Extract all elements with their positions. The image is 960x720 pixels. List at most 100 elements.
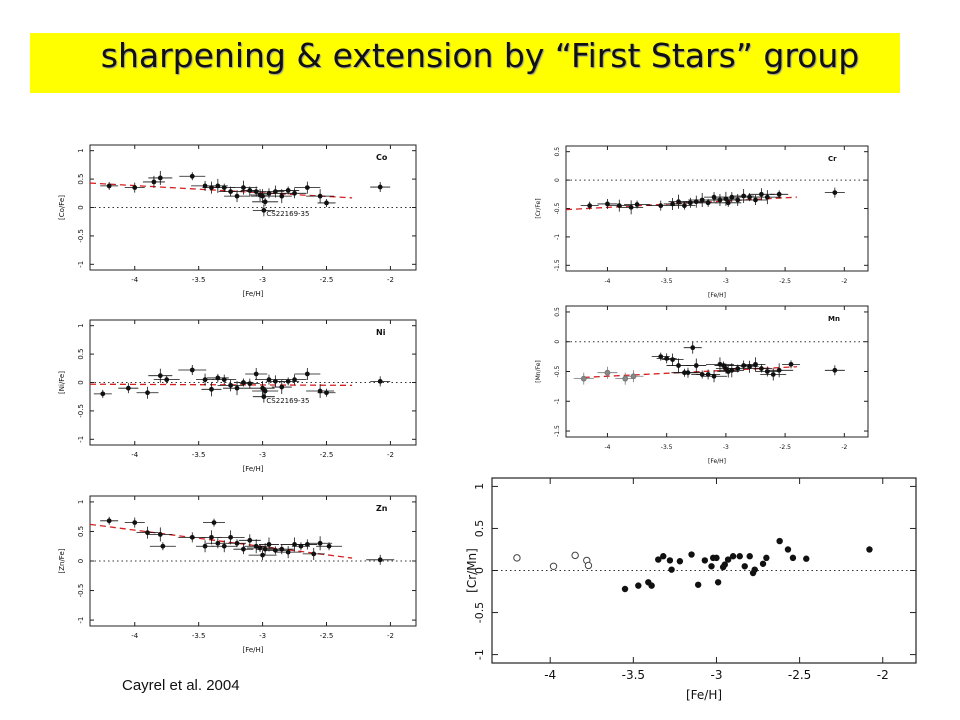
data-point: [729, 194, 735, 200]
y-tick-label: 0.5: [77, 526, 85, 537]
data-point: [634, 202, 640, 207]
data-point: [660, 553, 667, 560]
data-point: [215, 183, 221, 189]
y-tick-label: -1: [77, 617, 85, 624]
data-point: [713, 554, 720, 562]
y-tick-label: 0.5: [554, 147, 561, 157]
data-point: [311, 551, 317, 557]
data-point: [234, 193, 240, 199]
y-axis-label: [Cr/Fe]: [535, 198, 542, 218]
y-tick-label: -1.5: [554, 425, 561, 437]
open-data-point: [571, 551, 579, 560]
y-tick-label: 1: [77, 323, 85, 327]
data-point: [776, 367, 782, 373]
data-point: [377, 184, 383, 190]
data-point: [832, 190, 838, 195]
data-point: [253, 371, 259, 377]
data-point: [866, 546, 873, 553]
data-point: [253, 543, 259, 549]
y-tick-label: -1: [77, 436, 85, 443]
x-tick-label: -3: [259, 632, 266, 640]
y-tick-label: -1: [554, 398, 561, 404]
data-point: [215, 540, 221, 546]
data-point: [298, 543, 304, 549]
data-point: [189, 534, 195, 540]
data-point: [261, 207, 267, 213]
x-tick-label: -2.5: [320, 276, 334, 284]
data-point: [670, 357, 675, 362]
data-point: [759, 366, 764, 371]
data-point: [241, 546, 246, 552]
data-point: [157, 175, 163, 181]
element-label: Ni: [376, 328, 386, 337]
data-point: [784, 546, 792, 553]
data-point: [668, 566, 675, 573]
data-point: [221, 185, 227, 191]
open-data-point: [580, 375, 587, 382]
data-point: [690, 345, 696, 351]
data-point: [377, 557, 383, 563]
data-point: [658, 203, 664, 209]
data-point: [253, 189, 259, 194]
data-point: [735, 366, 741, 371]
plot-frame: [565, 145, 869, 272]
data-point: [228, 382, 234, 388]
data-point: [776, 191, 782, 197]
x-tick-label: -3.5: [192, 276, 206, 284]
y-axis-label: [Mn/Fe]: [535, 360, 542, 383]
data-point: [377, 378, 383, 384]
x-tick-label: -4: [131, 276, 139, 284]
y-tick-label: -0.5: [473, 602, 486, 623]
x-axis-label: [Fe/H]: [242, 465, 263, 473]
y-tick-label: 0: [77, 205, 85, 209]
y-tick-label: 1: [77, 148, 85, 152]
x-tick-label: -2.5: [779, 278, 791, 285]
data-point: [605, 201, 610, 207]
fit-line: [565, 196, 797, 211]
data-point: [759, 560, 767, 567]
data-point: [682, 370, 687, 376]
star-annotation: CS22169-35: [266, 397, 309, 405]
data-point: [247, 537, 253, 543]
y-tick-label: 0.5: [77, 174, 85, 185]
x-tick-label: -2.5: [779, 444, 791, 451]
data-point: [688, 551, 695, 558]
data-point: [676, 363, 681, 368]
x-tick-label: -4: [131, 451, 139, 459]
x-tick-label: -3.5: [622, 668, 645, 682]
data-point: [272, 547, 278, 553]
data-point: [260, 552, 265, 558]
y-axis-label: [Ni/Fe]: [58, 371, 66, 394]
data-point: [324, 390, 329, 396]
x-tick-label: -4: [544, 668, 556, 682]
data-point: [770, 372, 776, 377]
data-point: [682, 203, 687, 209]
data-point: [132, 520, 138, 525]
chart-zn: -4 -3.5 -3 -2.5 -2 -1 -0.5 0 0.5 1 [Fe/H] [Zn/Fe] Zn: [58, 495, 417, 654]
data-point: [304, 542, 310, 547]
data-point: [705, 372, 711, 377]
data-point: [279, 193, 285, 199]
data-point: [746, 553, 753, 560]
chart-co: -4 -3.5 -3 -2.5 -2 -1 -0.5 0 0.5 1 [Fe/H] [Co/Fe] Co…: [58, 144, 417, 298]
data-point: [202, 377, 208, 383]
data-point: [262, 388, 268, 394]
data-point: [257, 545, 263, 551]
x-tick-label: -3.5: [661, 278, 673, 285]
y-tick-label: 0: [473, 567, 486, 574]
data-point: [759, 191, 764, 197]
data-point: [711, 194, 717, 200]
y-tick-label: 1: [473, 483, 486, 490]
y-tick-label: 0: [77, 380, 85, 384]
data-point: [711, 373, 717, 379]
data-point: [324, 200, 329, 206]
y-tick-label: 0: [77, 559, 85, 563]
y-tick-label: -0.5: [77, 229, 85, 243]
open-data-point: [622, 375, 629, 382]
fit-line: [583, 366, 797, 379]
data-point: [145, 530, 150, 536]
data-point: [260, 193, 265, 199]
data-point: [304, 371, 310, 377]
data-point: [621, 585, 629, 593]
data-point: [789, 554, 797, 562]
